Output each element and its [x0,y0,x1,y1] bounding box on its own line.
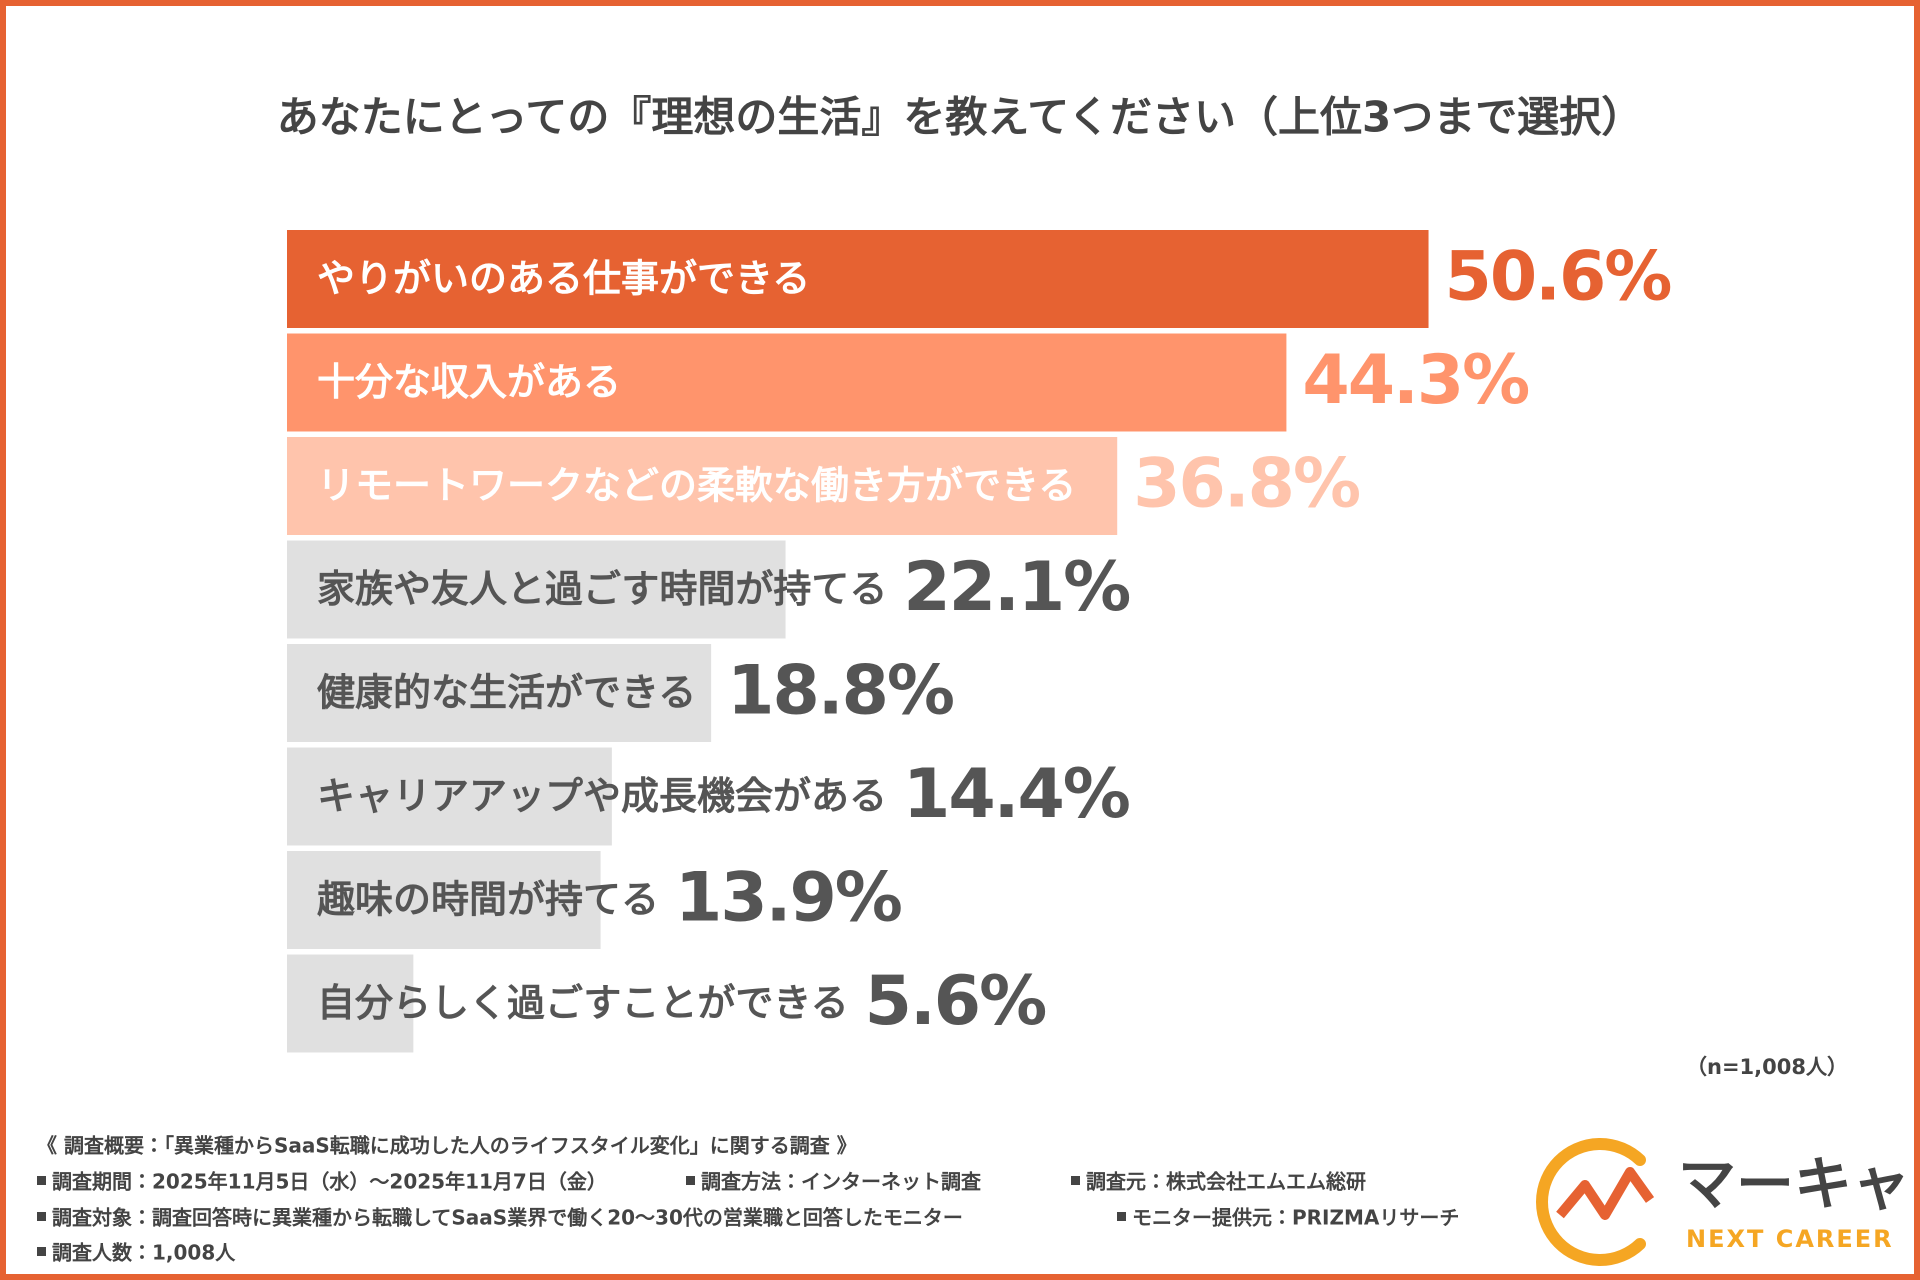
value-label: 22.1% [903,548,1129,627]
footer-item: 調査元：株式会社エムエム総研 [1086,1170,1366,1194]
value-label: 44.3% [1302,341,1528,420]
footer: 《 調査概要：「異業種からSaaS転職に成功した人のライフスタイル変化」に関する… [37,1134,1459,1265]
value-label: 14.4% [903,755,1129,834]
category-label: 十分な収入がある [317,360,621,404]
category-label: やりがいのある仕事ができる [317,257,810,301]
footer-heading: 《 調査概要：「異業種からSaaS転職に成功した人のライフスタイル変化」に関する… [37,1134,857,1158]
bar [287,540,786,639]
bar [287,851,601,949]
bullet [37,1212,46,1221]
logo-tagline: NEXT CAREER [1686,1225,1894,1253]
bar [287,954,414,1053]
bar [287,230,1429,328]
bar [287,747,612,846]
logo-name: マーキャリ [1678,1150,1920,1218]
logo-arc [1536,1138,1646,1266]
logo-zigzag [1556,1167,1655,1220]
value-label: 18.8% [727,652,953,731]
bullet [686,1176,695,1185]
sample-note: （n=1,008人） [1686,1055,1848,1079]
category-label: リモートワークなどの柔軟な働き方ができる [317,464,1076,508]
bullet [1071,1176,1080,1185]
chart-title: あなたにとっての『理想の生活』を教えてください（上位3つまで選択） [277,93,1644,142]
value-label: 36.8% [1133,445,1359,524]
bullet [37,1176,46,1185]
category-label: キャリアアップや成長機会がある [317,774,887,818]
footer-item: 調査対象：調査回答時に異業種から転職してSaaS業界で働く20～30代の営業職と… [52,1206,963,1230]
value-label: 13.9% [675,859,901,938]
bullet [1117,1212,1126,1221]
logo: マーキャリ NEXT CAREER [1536,1138,1920,1266]
footer-item: 調査方法：インターネット調査 [701,1170,981,1194]
footer-item: 調査期間：2025年11月5日（水）～2025年11月7日（金） [52,1170,607,1194]
bullet [37,1247,46,1256]
category-label: 自分らしく過ごすことができる [317,981,849,1025]
category-label: 趣味の時間が持てる [317,878,659,922]
bar [287,644,712,742]
value-label: 50.6% [1445,238,1671,317]
category-label: 家族や友人と過ごす時間が持てる [317,567,887,611]
category-label: 健康的な生活ができる [317,671,696,715]
footer-item: モニター提供元：PRIZMAリサーチ [1132,1206,1459,1230]
bar [287,333,1287,432]
bar [287,437,1118,535]
footer-item: 調査人数：1,008人 [52,1241,236,1265]
value-label: 5.6% [865,962,1046,1041]
